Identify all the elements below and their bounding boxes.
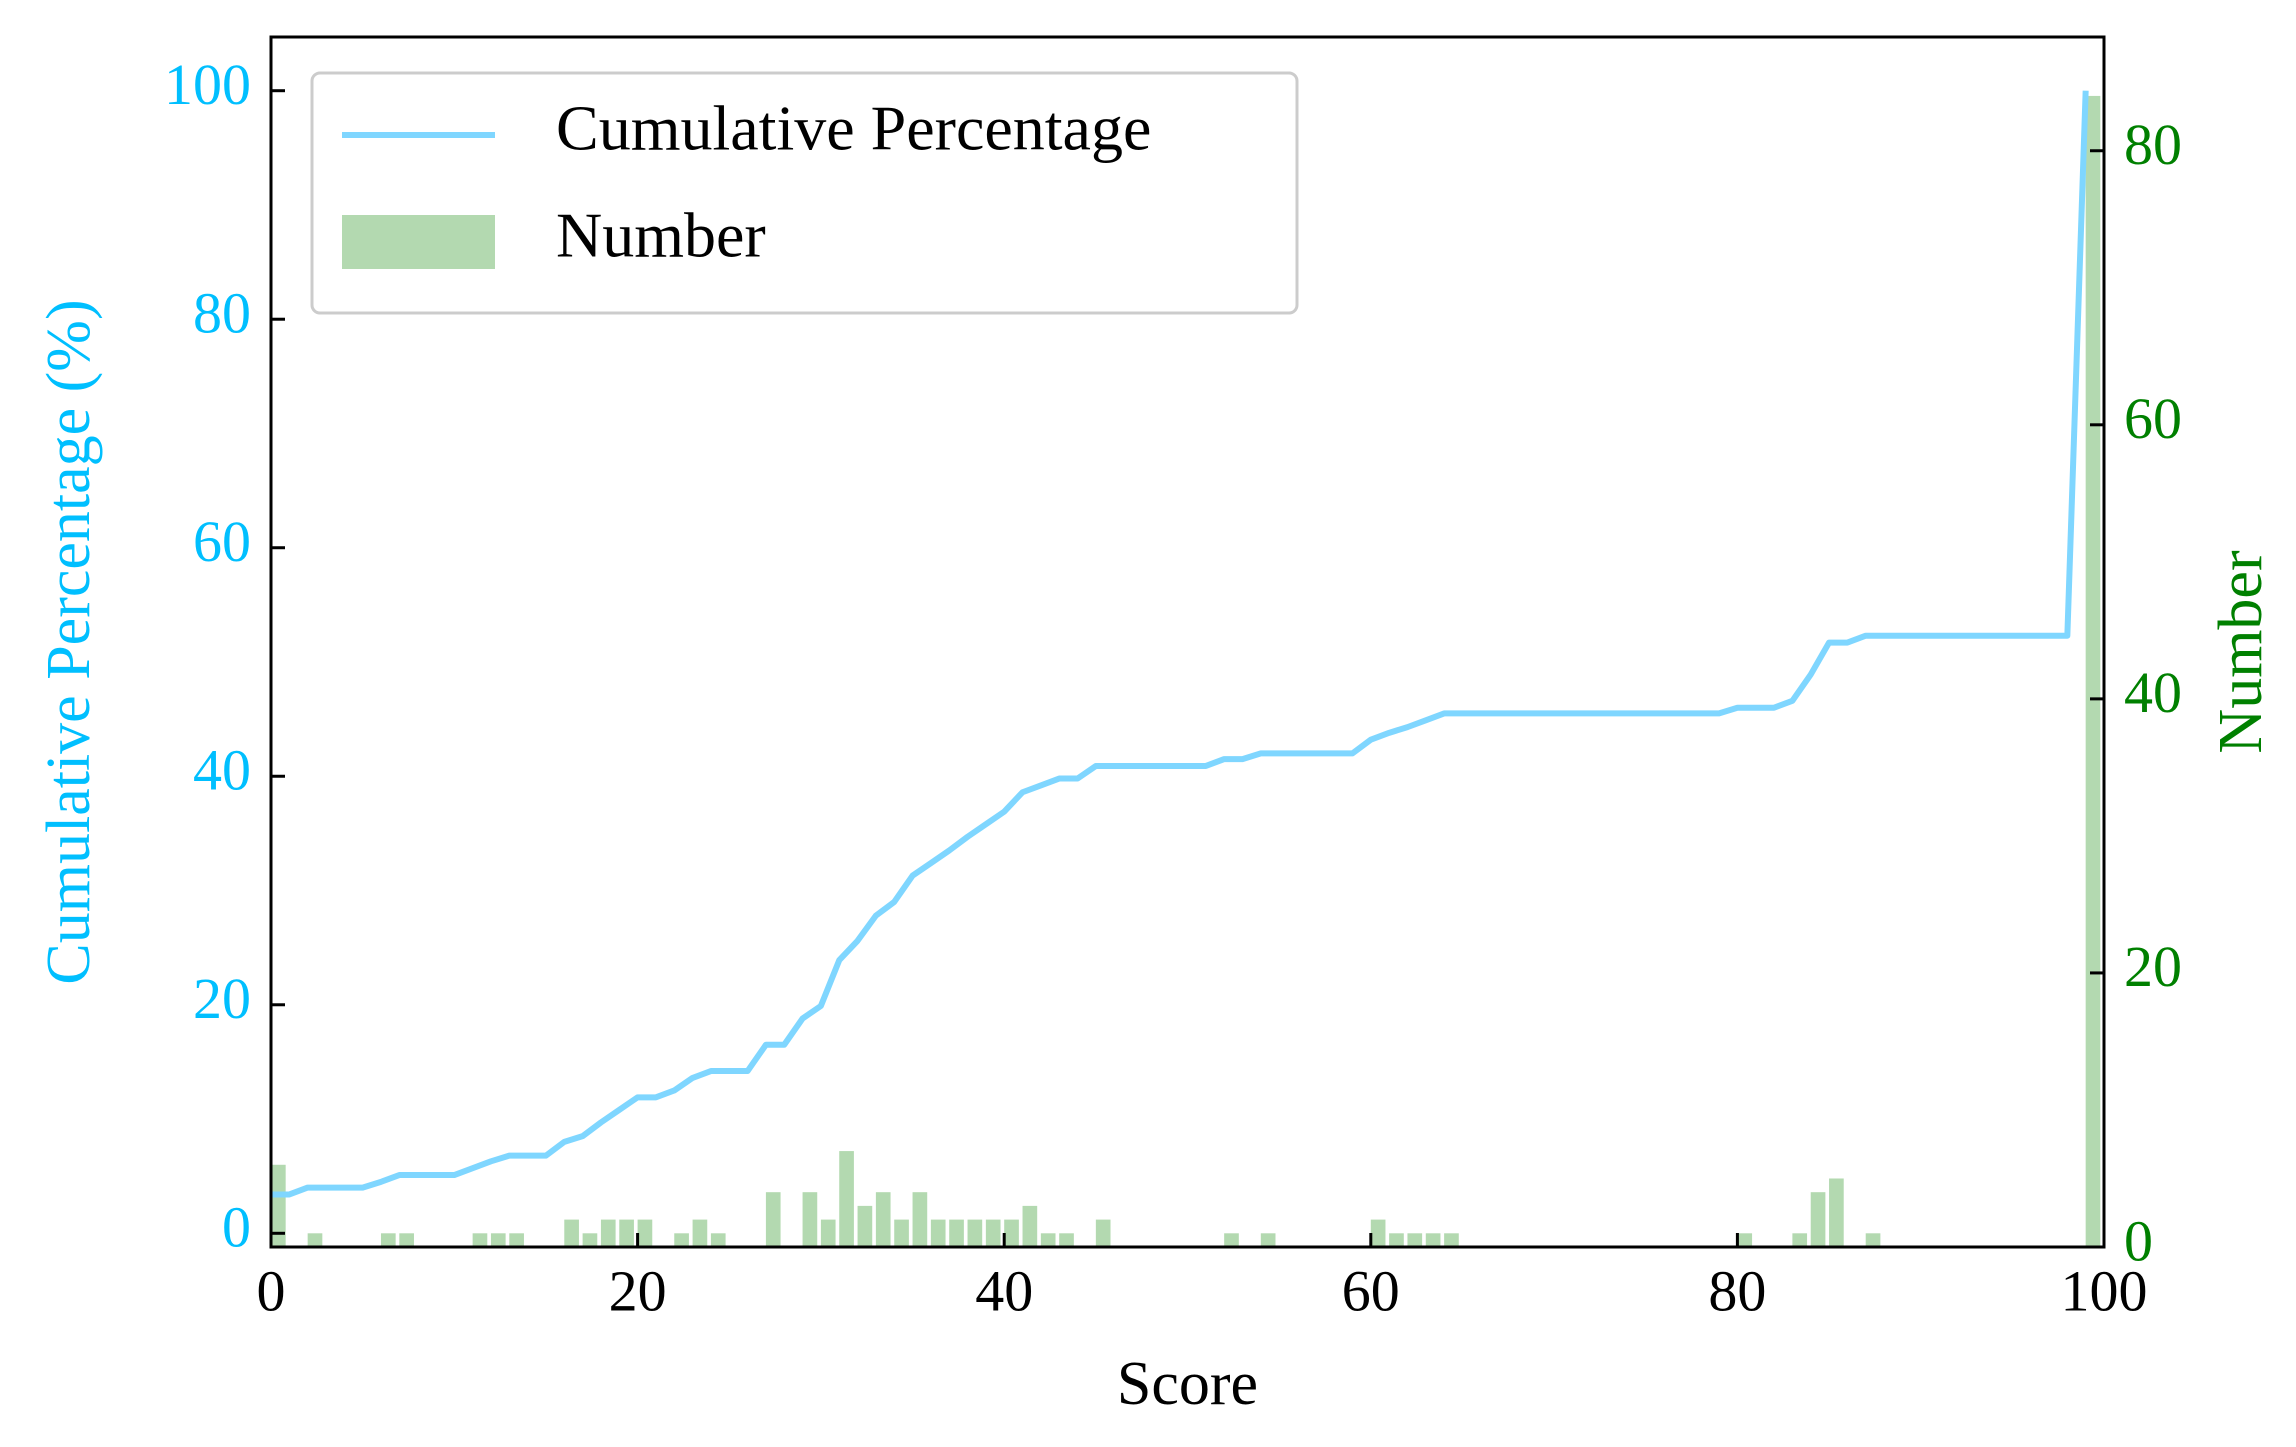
bar — [949, 1219, 964, 1247]
y-tick-label: 60 — [193, 509, 251, 574]
bar — [1737, 1233, 1753, 1247]
bar — [674, 1233, 689, 1247]
bar — [619, 1219, 634, 1247]
bar — [930, 1219, 946, 1247]
bar — [710, 1233, 726, 1247]
bar — [399, 1233, 414, 1247]
bar — [582, 1233, 598, 1247]
y2-tick-label: 80 — [2124, 112, 2182, 177]
x-tick-label: 60 — [1342, 1258, 1400, 1323]
x-tick-label: 20 — [609, 1258, 667, 1323]
bar — [1444, 1233, 1459, 1247]
bar — [1260, 1233, 1276, 1247]
bar — [1865, 1233, 1881, 1247]
y-tick-label: 40 — [193, 738, 251, 803]
bar — [307, 1233, 323, 1247]
y-axis-label: Cumulative Percentage (%) — [35, 299, 103, 984]
y-tick-label: 80 — [193, 281, 251, 346]
y-tick-label: 0 — [222, 1195, 251, 1260]
bar — [985, 1219, 1001, 1247]
bar — [1792, 1233, 1808, 1247]
y-tick-label: 100 — [164, 52, 251, 117]
bar — [802, 1192, 818, 1247]
bar — [637, 1219, 653, 1247]
bar — [894, 1219, 909, 1247]
bar — [912, 1192, 928, 1247]
bar — [820, 1219, 836, 1247]
x-tick-label: 100 — [2061, 1258, 2148, 1323]
bar — [490, 1233, 506, 1247]
bar — [1040, 1233, 1056, 1247]
bar — [1095, 1219, 1111, 1247]
legend-label: Number — [556, 200, 766, 271]
bar — [1389, 1233, 1404, 1247]
bar — [564, 1219, 579, 1247]
bar — [1022, 1205, 1038, 1247]
bar — [271, 1164, 286, 1247]
bar — [1370, 1219, 1386, 1247]
legend-label: Cumulative Percentage — [556, 93, 1151, 164]
bar — [1059, 1233, 1074, 1247]
bar — [875, 1192, 891, 1247]
plot-frame — [269, 35, 2106, 1249]
y2-tick-label: 60 — [2124, 386, 2182, 451]
bar — [1829, 1178, 1844, 1247]
y2-tick-label: 20 — [2124, 934, 2182, 999]
legend-swatch — [342, 215, 495, 269]
bar — [967, 1219, 983, 1247]
bar — [765, 1192, 781, 1247]
x-tick-label: 40 — [975, 1258, 1033, 1323]
y2-tick-label: 40 — [2124, 660, 2182, 725]
y2-axis-label: Number — [2207, 550, 2275, 754]
y-tick-label: 20 — [193, 966, 251, 1031]
x-axis-label: Score — [1117, 1350, 1258, 1418]
bar — [1004, 1219, 1019, 1247]
bar — [692, 1219, 708, 1247]
bar — [509, 1233, 524, 1247]
x-tick-label: 0 — [257, 1258, 286, 1323]
bar — [1425, 1233, 1441, 1247]
bar — [1407, 1233, 1423, 1247]
legend-box — [310, 71, 1299, 315]
y2-tick-label: 0 — [2124, 1208, 2153, 1273]
bar — [1224, 1233, 1239, 1247]
x-tick-label: 80 — [1708, 1258, 1766, 1323]
line — [271, 90, 2089, 1198]
bar — [1810, 1192, 1826, 1247]
bar — [380, 1233, 396, 1247]
bar — [2085, 95, 2101, 1248]
bar — [600, 1219, 616, 1247]
bar — [472, 1233, 488, 1247]
bar — [857, 1205, 873, 1247]
bar — [839, 1151, 854, 1247]
